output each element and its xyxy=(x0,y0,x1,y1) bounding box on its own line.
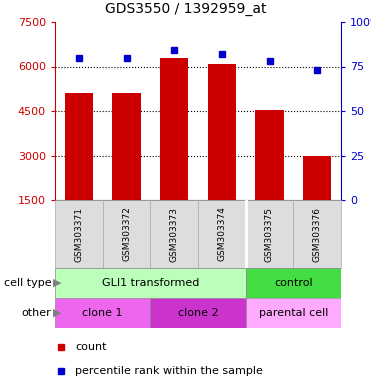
Bar xyxy=(160,58,188,200)
Bar xyxy=(103,200,150,268)
Bar xyxy=(246,298,341,328)
Text: clone 2: clone 2 xyxy=(178,308,218,318)
Text: control: control xyxy=(274,278,313,288)
Text: ▶: ▶ xyxy=(53,278,62,288)
Bar xyxy=(293,200,341,268)
Bar xyxy=(150,200,198,268)
Text: GSM303371: GSM303371 xyxy=(74,207,83,262)
Text: GSM303375: GSM303375 xyxy=(265,207,274,262)
Text: ▶: ▶ xyxy=(53,308,62,318)
Text: GDS3550 / 1392959_at: GDS3550 / 1392959_at xyxy=(105,2,266,16)
Text: count: count xyxy=(75,341,106,352)
Bar xyxy=(55,200,103,268)
Bar xyxy=(198,200,246,268)
Bar xyxy=(246,268,341,298)
Text: GSM303374: GSM303374 xyxy=(217,207,226,262)
Text: parental cell: parental cell xyxy=(259,308,328,318)
Bar xyxy=(246,200,293,268)
Bar xyxy=(303,156,331,200)
Bar xyxy=(55,298,150,328)
Bar xyxy=(55,268,246,298)
Bar xyxy=(65,93,93,200)
Bar xyxy=(255,109,284,200)
Text: GSM303373: GSM303373 xyxy=(170,207,179,262)
Text: GLI1 transformed: GLI1 transformed xyxy=(102,278,199,288)
Text: clone 1: clone 1 xyxy=(82,308,123,318)
Bar xyxy=(207,63,236,200)
Text: GSM303372: GSM303372 xyxy=(122,207,131,262)
Text: GSM303376: GSM303376 xyxy=(313,207,322,262)
Bar xyxy=(112,93,141,200)
Text: percentile rank within the sample: percentile rank within the sample xyxy=(75,366,263,376)
Text: other: other xyxy=(22,308,51,318)
Text: cell type: cell type xyxy=(4,278,51,288)
Bar xyxy=(150,298,246,328)
